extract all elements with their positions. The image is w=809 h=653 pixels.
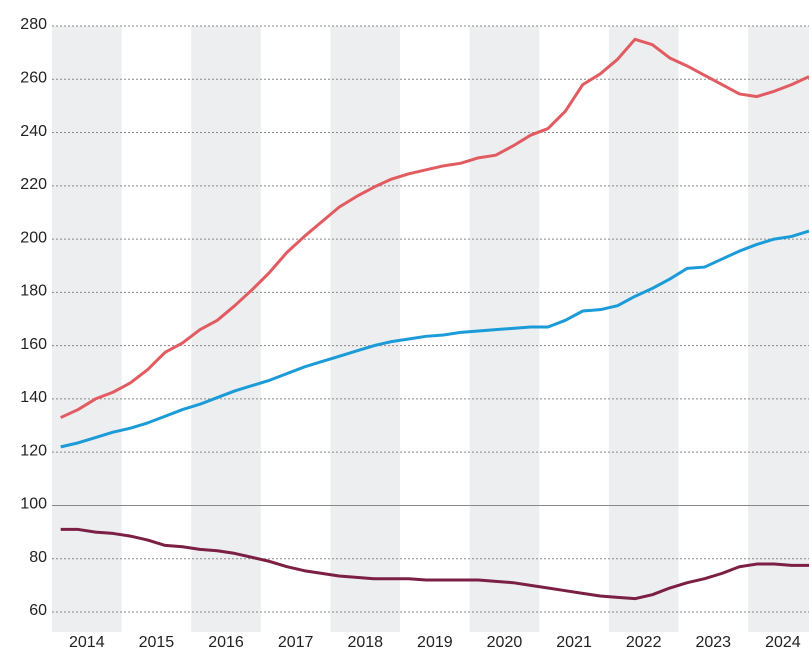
y-tick-label: 80 [29, 549, 47, 566]
y-tick-label: 140 [20, 389, 47, 406]
y-tick-label: 220 [20, 176, 47, 193]
year-band [748, 26, 809, 632]
x-tick-label: 2018 [347, 634, 383, 651]
series-line [60, 37, 809, 419]
year-band [330, 26, 401, 632]
x-tick-label: 2023 [695, 634, 731, 651]
y-tick-label: 120 [20, 442, 47, 459]
y-tick-label: 60 [29, 602, 47, 619]
x-tick-label: 2019 [417, 634, 453, 651]
series-line [60, 527, 809, 601]
series-line [60, 229, 809, 449]
year-band [52, 26, 122, 632]
x-tick-label: 2021 [556, 634, 592, 651]
y-tick-label: 180 [20, 283, 47, 300]
y-tick-label: 240 [20, 123, 47, 140]
x-tick-label: 2016 [208, 634, 244, 651]
year-band [608, 26, 679, 632]
y-tick-label: 100 [20, 496, 47, 513]
x-tick-label: 2024 [765, 634, 801, 651]
y-tick-label: 260 [20, 69, 47, 86]
y-tick-label: 160 [20, 336, 47, 353]
x-tick-label: 2015 [139, 634, 175, 651]
x-tick-label: 2014 [69, 634, 105, 651]
y-tick-label: 280 [20, 16, 47, 33]
y-tick-label: 200 [20, 229, 47, 246]
x-tick-label: 2017 [278, 634, 314, 651]
x-tick-label: 2022 [626, 634, 662, 651]
x-tick-label: 2020 [487, 634, 523, 651]
